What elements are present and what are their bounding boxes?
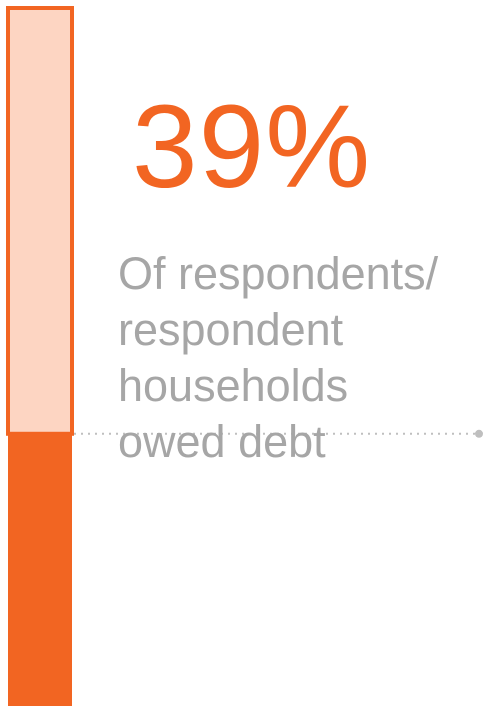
caption-line: Of respondents/ [118, 248, 439, 299]
caption-line: owed debt [118, 416, 326, 467]
caption-line: households [118, 360, 349, 411]
bar-remainder [6, 6, 74, 436]
percentage-value: 39% [132, 81, 372, 213]
leader-dot [475, 429, 483, 438]
caption-line: respondent [118, 304, 344, 355]
bar-filled [8, 433, 72, 706]
caption-text: Of respondents/ respondent households ow… [118, 246, 478, 470]
